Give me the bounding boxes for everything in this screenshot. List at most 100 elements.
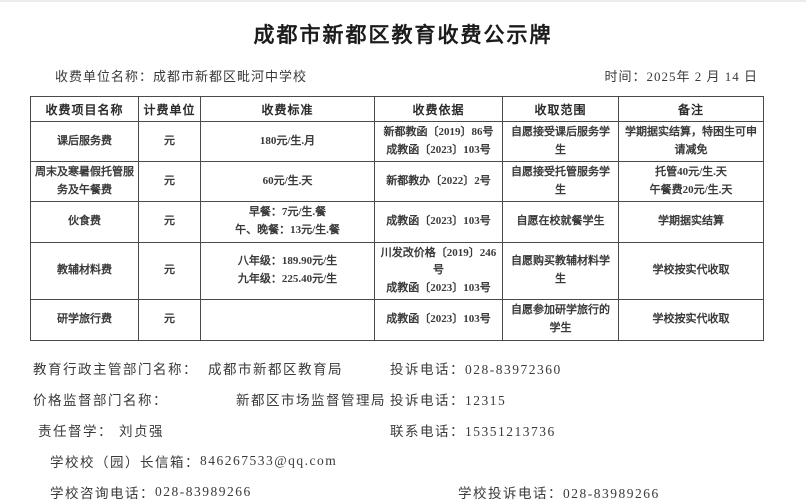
cell-standard — [200, 299, 375, 341]
cell-item-name: 研学旅行费 — [30, 299, 139, 341]
item-name-text: 研学旅行费 — [57, 313, 112, 326]
cell-remark: 学期据实结算，特困生可申请减免 — [618, 120, 764, 163]
cell-scope: 自愿在校就餐学生 — [502, 201, 619, 243]
contact-phone: 15351213736 — [465, 424, 556, 440]
table-row: 伙食费 元 早餐：7元/生.餐 午、晚餐：13元/生.餐 成教函〔2023〕103… — [30, 201, 764, 243]
footer-line-price-dept: 价格监督部门名称： 新都区市场监督管理局 投诉电话：12315 — [33, 384, 806, 415]
footer-line-edu-dept: 教育行政主管部门名称： 成都市新都区教育局 投诉电话：028-83972360 — [33, 353, 806, 384]
basis-line1: 成教函〔2023〕103号 — [386, 313, 491, 326]
edu-dept-name: 成都市新都区教育局 — [208, 362, 343, 378]
remark-line1: 学期据实结算 — [658, 215, 724, 228]
header-standard: 收费标准 — [200, 96, 375, 122]
cell-basis: 川发改价格〔2019〕246号成教函〔2023〕103号 — [374, 241, 503, 301]
basis-line2: 成教函〔2023〕103号 — [386, 281, 491, 294]
item-name-text: 课后服务费 — [57, 134, 112, 147]
header-item-name: 收费项目名称 — [30, 96, 139, 122]
cell-unit: 元 — [138, 299, 201, 341]
edu-complaint-phone: 028-83972360 — [465, 362, 562, 378]
standard-line1: 八年级：189.90元/生 — [237, 255, 338, 268]
standard-line2: 午、晚餐：13元/生.餐 — [235, 223, 340, 236]
cell-basis: 成教函〔2023〕103号 — [374, 299, 503, 341]
price-dept-name: 新都区市场监督管理局 — [236, 393, 386, 409]
cell-scope: 自愿接受课后服务学生 — [502, 120, 619, 163]
remark-line1: 托管40元/生.天 — [655, 166, 727, 179]
unit-text: 元 — [164, 174, 175, 187]
page-title: 成都市新都区教育收费公示牌 — [253, 23, 553, 47]
price-complaint-phone-group: 投诉电话：12315 — [390, 389, 506, 409]
cell-scope: 自愿购买教辅材料学生 — [502, 241, 619, 301]
price-dept-label: 价格监督部门名称： — [33, 393, 168, 409]
standard-line1: 180元/生.月 — [259, 134, 316, 147]
school-consult-phone: 028-83989266 — [155, 484, 252, 500]
date-value: 2025年 2 月 14 日 — [646, 69, 758, 84]
supervisor-label: 责任督学： — [38, 424, 113, 440]
price-complaint-phone: 12315 — [465, 393, 507, 409]
scope-text: 自愿参加研学旅行的学生 — [511, 304, 610, 334]
cell-basis: 成教函〔2023〕103号 — [374, 201, 503, 243]
item-name-text: 教辅材料费 — [57, 264, 112, 277]
cell-remark: 学校按实代收取 — [618, 299, 764, 341]
table-row: 教辅材料费 元 八年级：189.90元/生 九年级：225.40元/生 川发改价格… — [30, 241, 764, 301]
standard-line2: 九年级：225.40元/生 — [237, 272, 338, 285]
unit-text: 元 — [164, 264, 175, 277]
item-name-text: 周末及寒暑假托管服务及午餐费 — [35, 166, 134, 196]
table-row: 周末及寒暑假托管服务及午餐费 元 60元/生.天 新都教办〔2022〕2号 自愿… — [30, 161, 764, 203]
cell-item-name: 教辅材料费 — [30, 241, 139, 301]
cell-item-name: 周末及寒暑假托管服务及午餐费 — [30, 161, 139, 203]
basis-line1: 成教函〔2023〕103号 — [386, 215, 491, 228]
cell-scope: 自愿接受托管服务学生 — [502, 161, 619, 203]
cell-standard: 60元/生.天 — [200, 161, 375, 203]
date-label: 时间： — [604, 69, 647, 84]
charging-unit-value: 成都市新都区毗河中学校 — [153, 69, 308, 84]
cell-unit: 元 — [138, 201, 201, 243]
charging-unit: 收费单位名称：成都市新都区毗河中学校 — [55, 66, 307, 85]
table-row: 研学旅行费 元 成教函〔2023〕103号 自愿参加研学旅行的学生 学校按实代收… — [30, 299, 764, 341]
school-consult-label: 学校咨询电话： — [50, 486, 155, 500]
price-complaint-label: 投诉电话： — [390, 393, 465, 409]
footer-contacts: 教育行政主管部门名称： 成都市新都区教育局 投诉电话：028-83972360 价… — [33, 353, 806, 500]
cell-remark: 学校按实代收取 — [618, 241, 764, 301]
item-name-text: 伙食费 — [68, 215, 101, 228]
cell-scope: 自愿参加研学旅行的学生 — [502, 299, 619, 341]
basis-line2: 成教函〔2023〕103号 — [386, 143, 491, 156]
unit-text: 元 — [164, 134, 175, 147]
contact-phone-group: 联系电话：15351213736 — [390, 420, 556, 440]
fee-table-header: 收费项目名称 计费单位 收费标准 收费依据 收取范围 备注 — [30, 96, 764, 122]
fee-table-body: 课后服务费 元 180元/生.月 新都教函〔2019〕86号 成教函〔2023〕1… — [30, 120, 764, 341]
header-remark: 备注 — [618, 96, 764, 122]
standard-line1: 早餐：7元/生.餐 — [248, 206, 327, 219]
basis-line1: 新都教办〔2022〕2号 — [386, 174, 491, 187]
header-unit: 计费单位 — [138, 96, 201, 122]
remark-line1: 学校按实代收取 — [652, 313, 730, 326]
header-scope: 收取范围 — [502, 96, 619, 122]
scope-text: 自愿接受托管服务学生 — [511, 166, 610, 196]
cell-basis: 新都教函〔2019〕86号 成教函〔2023〕103号 — [374, 120, 503, 163]
table-row: 课后服务费 元 180元/生.月 新都教函〔2019〕86号 成教函〔2023〕1… — [30, 120, 764, 163]
cell-item-name: 伙食费 — [30, 201, 139, 243]
info-bar: 收费单位名称：成都市新都区毗河中学校 时间：2025年 2 月 14 日 — [55, 66, 758, 85]
supervisor-name: 刘贞强 — [119, 424, 164, 440]
notice-date: 时间：2025年 2 月 14 日 — [604, 66, 758, 85]
remark-line2: 午餐费20元/生.天 — [649, 183, 733, 196]
edu-complaint-phone-group: 投诉电话：028-83972360 — [390, 358, 562, 378]
scope-text: 自愿在校就餐学生 — [516, 215, 605, 228]
header-row: 收费项目名称 计费单位 收费标准 收费依据 收取范围 备注 — [30, 96, 764, 122]
remark-line1: 学期据实结算，特困生可申请减免 — [625, 126, 757, 156]
edu-complaint-label: 投诉电话： — [390, 362, 465, 378]
header-basis: 收费依据 — [374, 96, 503, 122]
cell-remark: 学期据实结算 — [618, 201, 764, 243]
basis-line1: 川发改价格〔2019〕246号 — [380, 246, 497, 277]
cell-item-name: 课后服务费 — [30, 120, 139, 163]
school-complaint-phone-group: 学校投诉电话：028-83989266 — [458, 482, 660, 500]
cell-remark: 托管40元/生.天 午餐费20元/生.天 — [618, 161, 764, 203]
cell-unit: 元 — [138, 241, 201, 301]
footer-line-supervisor: 责任督学： 刘贞强 联系电话：15351213736 — [33, 415, 806, 446]
scope-text: 自愿购买教辅材料学生 — [511, 255, 610, 285]
school-complaint-label: 学校投诉电话： — [458, 486, 563, 500]
unit-text: 元 — [164, 313, 175, 326]
standard-line1: 60元/生.天 — [262, 174, 313, 187]
charging-unit-label: 收费单位名称： — [55, 69, 154, 84]
scope-text: 自愿接受课后服务学生 — [511, 126, 610, 156]
footer-line-mailbox: 学校校（园）长信箱： 846267533@qq.com — [33, 446, 806, 477]
